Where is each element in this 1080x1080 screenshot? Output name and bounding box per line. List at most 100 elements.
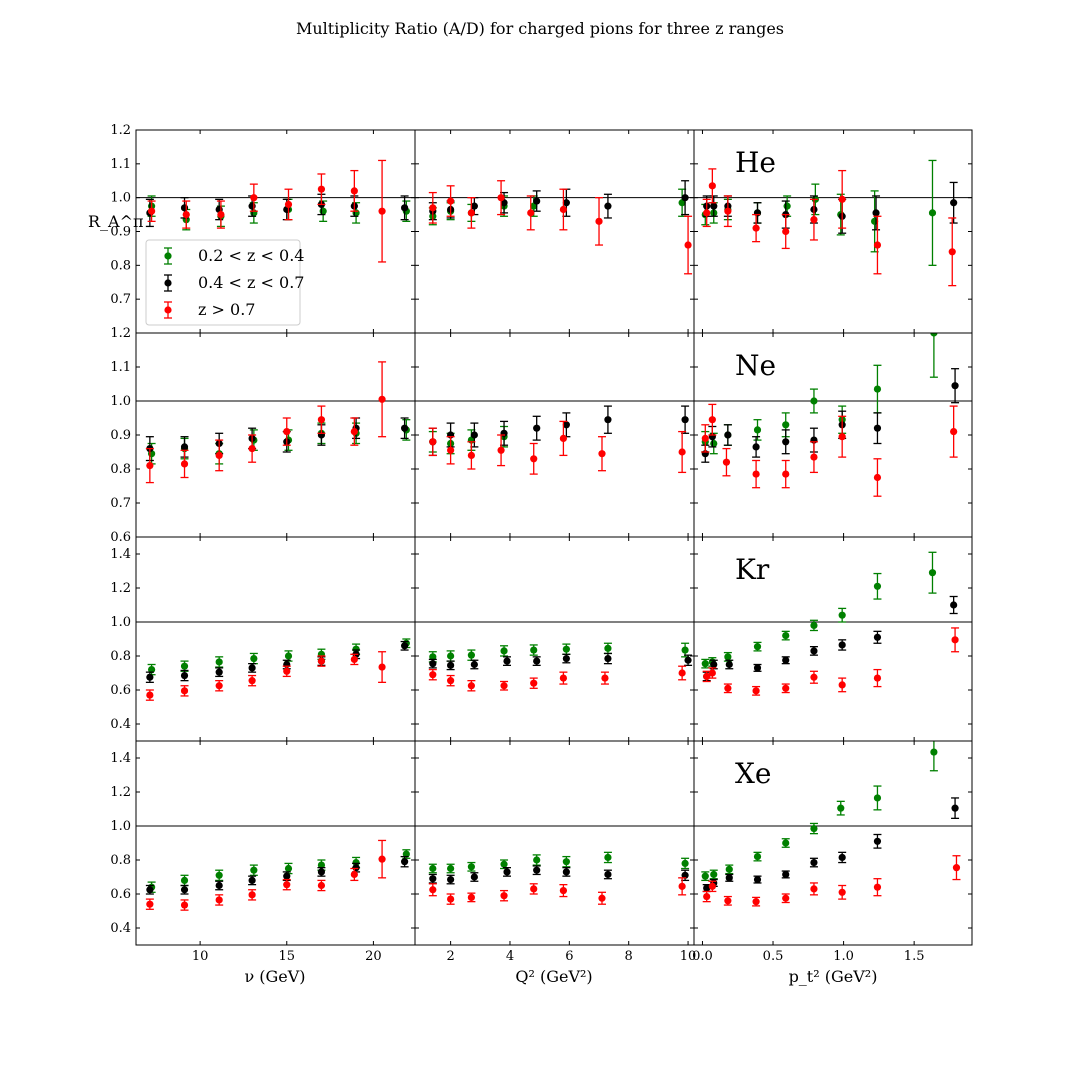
marker	[215, 668, 223, 676]
data-point-r	[249, 183, 258, 212]
y-tick-label: 1.1	[110, 157, 131, 172]
marker	[562, 645, 570, 653]
data-point-k	[684, 654, 693, 666]
data-point-g	[562, 643, 571, 655]
marker	[810, 216, 818, 224]
marker	[350, 187, 358, 195]
data-point-k	[725, 659, 734, 670]
panel-he-0: 0.7 0.8 0.9 1.0 1.1 1.2	[110, 123, 416, 334]
data-point-r	[559, 671, 568, 685]
panels-layer: 0.7 0.8 0.9 1.0 1.1 1.2 He 0.6 0.7 0.8 0.9 1.0 1.1 1.…	[88, 123, 973, 986]
data-point-k	[681, 180, 690, 216]
data-point-k	[838, 851, 847, 864]
marker	[752, 687, 760, 695]
marker	[283, 881, 291, 889]
data-point-g	[709, 869, 718, 880]
data-point-k	[723, 424, 732, 446]
marker	[146, 900, 154, 908]
data-point-r	[378, 651, 387, 683]
data-point-k	[248, 875, 257, 886]
y-tick-label: 1.1	[110, 360, 131, 375]
data-point-r	[180, 899, 189, 911]
y-tick-label: 0.8	[110, 853, 131, 868]
marker	[708, 416, 716, 424]
marker	[533, 856, 541, 864]
data-point-r	[428, 883, 437, 897]
data-point-r	[809, 198, 818, 241]
marker	[708, 882, 716, 890]
marker	[500, 860, 508, 868]
marker	[703, 209, 711, 217]
data-point-g	[603, 851, 612, 864]
marker	[703, 884, 711, 892]
legend-entry: 0.4 < z < 0.7	[164, 273, 304, 292]
marker	[215, 658, 223, 666]
marker	[810, 858, 818, 867]
data-point-k	[949, 595, 958, 615]
marker	[500, 682, 508, 690]
y-tick-label: 1.2	[110, 581, 131, 596]
marker	[678, 448, 686, 456]
marker	[284, 200, 293, 209]
legend-marker	[164, 252, 172, 260]
marker	[429, 204, 437, 212]
marker	[810, 885, 818, 893]
marker	[147, 666, 156, 674]
marker	[782, 421, 790, 429]
data-points	[701, 333, 960, 497]
panel-frame	[414, 740, 695, 946]
marker	[559, 434, 568, 442]
marker	[215, 871, 223, 879]
marker	[604, 202, 612, 210]
marker	[838, 681, 846, 689]
marker	[752, 224, 760, 232]
data-point-k	[725, 873, 734, 882]
marker	[562, 421, 570, 429]
marker	[681, 194, 689, 202]
marker	[352, 209, 360, 217]
data-point-r	[708, 667, 717, 679]
marker	[533, 424, 541, 432]
marker	[562, 654, 570, 663]
marker	[951, 804, 959, 812]
marker	[810, 647, 818, 655]
data-point-r	[949, 405, 958, 458]
data-point-g	[809, 822, 818, 835]
data-point-k	[809, 857, 818, 868]
data-point-k	[215, 880, 224, 891]
marker	[873, 473, 882, 482]
y-tick-label: 0.8	[110, 258, 131, 273]
data-point-r	[752, 685, 761, 696]
marker	[401, 424, 409, 432]
marker	[180, 886, 189, 894]
y-tick-label: 1.4	[110, 547, 131, 562]
x-tick-label: 4	[506, 949, 514, 964]
data-point-r	[838, 884, 847, 900]
data-point-r	[529, 883, 538, 895]
data-point-k	[532, 190, 541, 212]
marker	[601, 674, 609, 682]
panel-he-1	[414, 129, 695, 334]
data-point-r	[873, 215, 882, 275]
marker	[500, 647, 508, 655]
row-he: 0.7 0.8 0.9 1.0 1.1 1.2 He	[110, 123, 973, 334]
marker	[681, 646, 689, 654]
marker	[317, 657, 326, 665]
marker	[928, 569, 937, 577]
row-kr: 0.4 0.6 0.8 1.0 1.2 1.4 Kr	[110, 536, 973, 742]
marker	[753, 853, 762, 861]
marker	[467, 682, 475, 690]
marker	[950, 601, 958, 609]
marker	[948, 248, 956, 256]
target-label: Xe	[735, 757, 772, 790]
marker	[447, 895, 455, 903]
panel-ne-1	[414, 332, 695, 538]
x-tick-label: 0.5	[763, 949, 784, 964]
data-point-r	[180, 685, 189, 697]
data-point-g	[873, 364, 882, 414]
x-tick-label: 15	[278, 949, 295, 964]
marker	[429, 653, 437, 661]
data-point-k	[752, 436, 761, 458]
marker	[500, 892, 508, 900]
y-tick-label: 0.7	[110, 292, 131, 307]
